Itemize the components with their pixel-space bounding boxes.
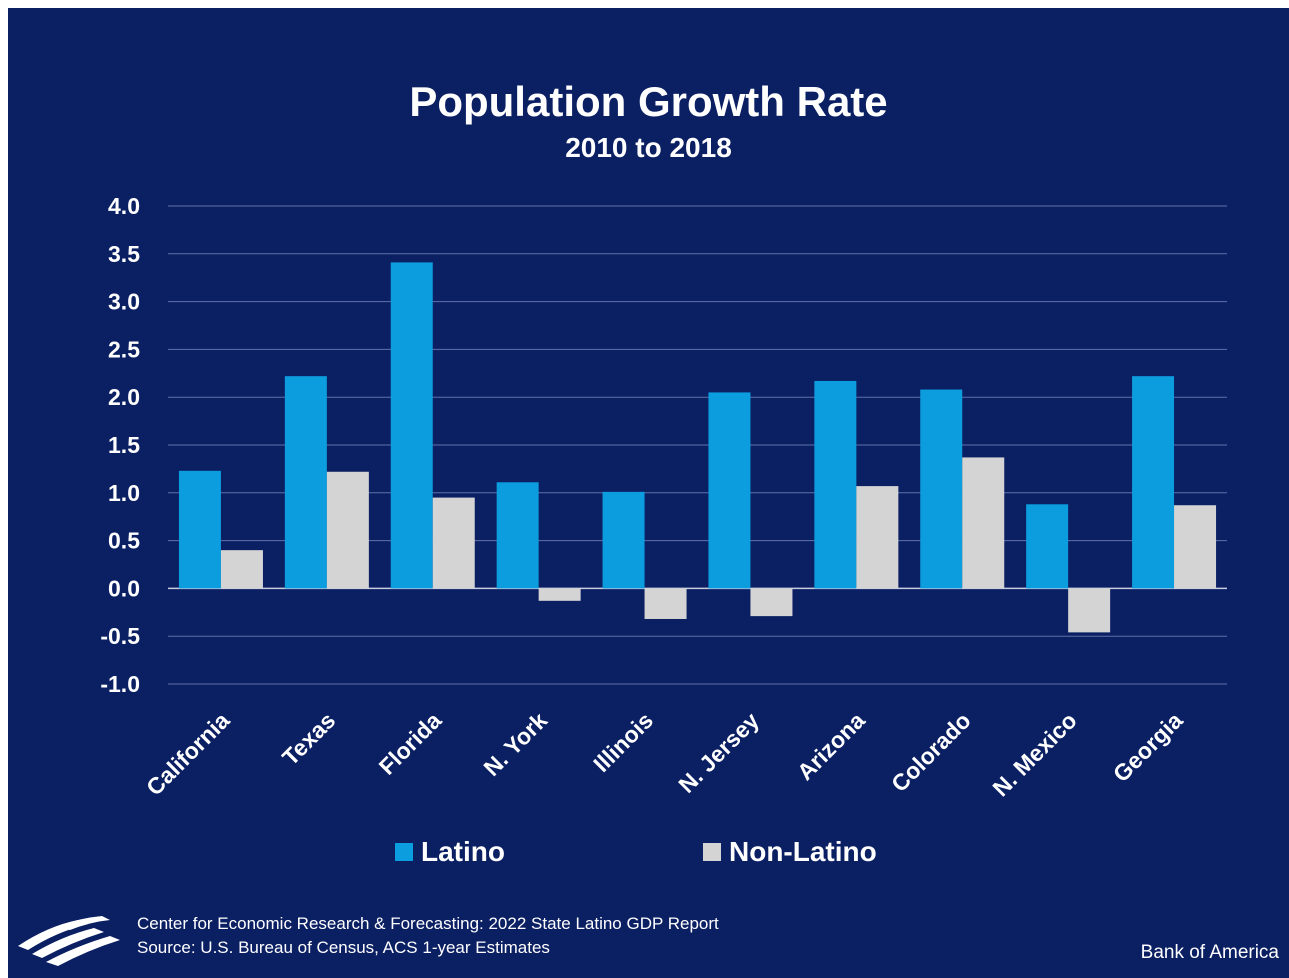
y-tick-label: -1.0 xyxy=(100,671,140,697)
y-axis-ticks: 4.0 3.5 3.0 2.5 2.0 1.5 1.0 0.5 0.0 -0.5 -1.0 xyxy=(100,193,140,697)
x-tick-label: N. Jersey xyxy=(673,707,764,798)
bar-non-latino xyxy=(538,588,581,601)
bar-non-latino xyxy=(326,471,369,589)
y-tick-label: 3.0 xyxy=(108,289,140,315)
y-tick-label: -0.5 xyxy=(100,623,140,649)
bar-non-latino xyxy=(1174,505,1217,589)
legend-item-latino: Latino xyxy=(395,836,505,868)
bar-chart: 4.0 3.5 3.0 2.5 2.0 1.5 1.0 0.5 0.0 -0.5 -1.0 Cali… xyxy=(100,193,1227,801)
x-tick-label: California xyxy=(141,707,235,801)
x-tick-label: N. Mexico xyxy=(987,707,1081,801)
bar-latino xyxy=(814,380,857,589)
y-tick-label: 1.5 xyxy=(108,432,140,458)
y-tick-label: 4.0 xyxy=(108,193,140,219)
y-tick-label: 0.0 xyxy=(108,575,140,601)
chart-subtitle: 2010 to 2018 xyxy=(565,132,732,163)
bar-non-latino xyxy=(962,457,1005,589)
brand-name: Bank of America xyxy=(1140,942,1279,963)
bar-non-latino xyxy=(432,497,475,589)
footer-source-line: Source: U.S. Bureau of Census, ACS 1-yea… xyxy=(137,938,550,957)
legend-swatch-latino xyxy=(395,843,413,861)
bar-latino xyxy=(178,470,221,589)
chart-title: Population Growth Rate xyxy=(409,78,888,125)
y-tick-label: 2.5 xyxy=(108,336,140,362)
bar-non-latino xyxy=(856,486,899,589)
bar-latino xyxy=(1132,376,1175,589)
slide: Population Growth Rate 2010 to 2018 4.0 3… xyxy=(8,8,1289,978)
x-tick-label: Florida xyxy=(374,707,447,780)
bar-non-latino xyxy=(644,588,687,619)
y-tick-label: 3.5 xyxy=(108,241,140,267)
x-tick-label: Colorado xyxy=(886,707,976,797)
bar-non-latino xyxy=(750,588,793,617)
bar-latino xyxy=(496,482,539,589)
bar-latino xyxy=(390,262,433,589)
footer: Center for Economic Research & Forecasti… xyxy=(137,912,719,960)
x-tick-label: Arizona xyxy=(792,707,870,785)
y-tick-label: 1.0 xyxy=(108,480,140,506)
bars xyxy=(178,262,1217,633)
bar-latino xyxy=(708,392,751,589)
x-tick-label: N. York xyxy=(478,707,552,781)
bank-of-america-flag-icon xyxy=(18,916,120,966)
bar-latino xyxy=(1026,504,1069,589)
footer-report-line: Center for Economic Research & Forecasti… xyxy=(137,914,719,933)
x-tick-label: Illinois xyxy=(588,707,658,777)
y-tick-label: 2.0 xyxy=(108,384,140,410)
legend-label-latino: Latino xyxy=(421,836,505,867)
y-tick-label: 0.5 xyxy=(108,528,140,554)
x-tick-label: Georgia xyxy=(1108,707,1188,787)
bar-latino xyxy=(920,389,963,589)
legend-swatch-non-latino xyxy=(703,843,721,861)
bar-non-latino xyxy=(1068,588,1111,633)
x-axis-ticks: California Texas Florida N. York Illinois N. … xyxy=(141,707,1188,801)
bar-latino xyxy=(284,376,327,589)
legend-label-non-latino: Non-Latino xyxy=(729,836,877,867)
x-tick-label: Texas xyxy=(277,707,340,770)
legend-item-non-latino: Non-Latino xyxy=(703,836,877,868)
bar-non-latino xyxy=(220,550,263,589)
bar-latino xyxy=(602,491,645,589)
